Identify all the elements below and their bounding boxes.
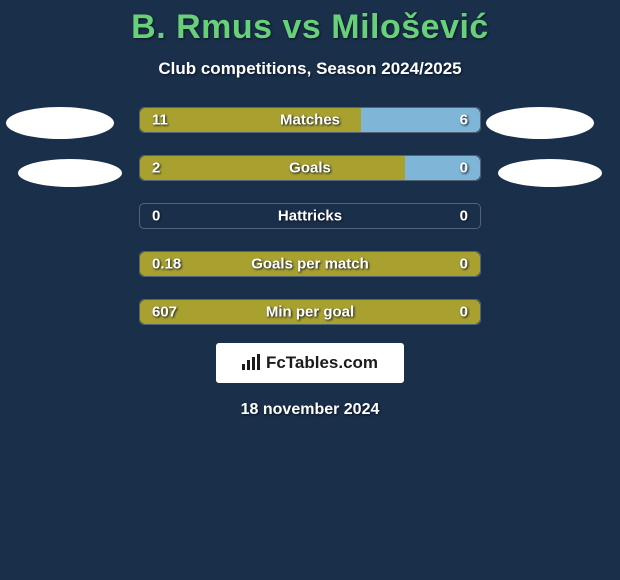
- bar-chart-icon: [242, 354, 262, 370]
- stat-value-player1: 11: [152, 112, 168, 129]
- bar-player1: [140, 156, 405, 180]
- stat-value-player1: 2: [152, 160, 160, 177]
- avatar-p1-bot: [18, 159, 122, 187]
- stat-row: Goals 2 0: [139, 155, 481, 181]
- bar-player2: [405, 156, 480, 180]
- stat-label: Goals per match: [251, 256, 369, 273]
- stat-value-player2: 0: [460, 208, 468, 225]
- stat-value-player2: 0: [460, 256, 468, 273]
- stat-row: Min per goal 607 0: [139, 299, 481, 325]
- comparison-infographic: B. Rmus vs Milošević Club competitions, …: [0, 0, 620, 580]
- stat-label: Matches: [280, 112, 340, 129]
- date-label: 18 november 2024: [0, 401, 620, 419]
- page-title: B. Rmus vs Milošević: [0, 0, 620, 47]
- stat-value-player1: 0: [152, 208, 160, 225]
- page-subtitle: Club competitions, Season 2024/2025: [0, 59, 620, 79]
- stat-row: Goals per match 0.18 0: [139, 251, 481, 277]
- stat-label: Min per goal: [266, 304, 354, 321]
- avatar-p2-bot: [498, 159, 602, 187]
- stat-row: Matches 11 6: [139, 107, 481, 133]
- stat-value-player1: 607: [152, 304, 177, 321]
- avatar-p1-top: [6, 107, 114, 139]
- chart-area: Matches116Goals20Hattricks00Goals per ma…: [0, 107, 620, 327]
- stat-label: Goals: [289, 160, 331, 177]
- stat-value-player2: 0: [460, 304, 468, 321]
- stat-value-player2: 6: [460, 112, 468, 129]
- stat-label: Hattricks: [278, 208, 342, 225]
- stat-value-player2: 0: [460, 160, 468, 177]
- stat-row: Hattricks 0 0: [139, 203, 481, 229]
- stat-value-player1: 0.18: [152, 256, 181, 273]
- brand-text: FcTables.com: [266, 353, 378, 372]
- brand-badge: FcTables.com: [216, 343, 404, 383]
- avatar-p2-top: [486, 107, 594, 139]
